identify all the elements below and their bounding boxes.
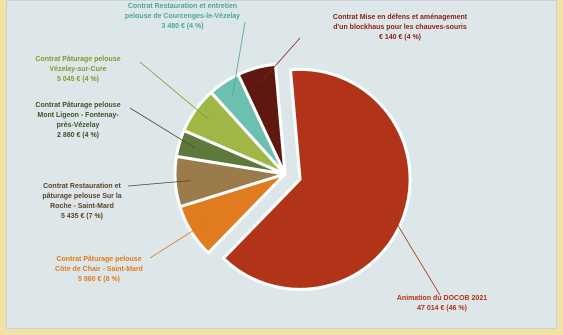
leader-line (129, 107, 195, 148)
leader-line (139, 61, 209, 120)
leader-line (149, 223, 205, 259)
leader-line (232, 21, 246, 96)
slice-label: Animation du DOCOB 2021 47 014 € (46 %) (396, 295, 488, 312)
slice-label: Contrat Restauration et entretien pelous… (124, 3, 241, 30)
leader-line (127, 180, 191, 187)
leader-line (260, 37, 301, 83)
slice-label: Contrat Pâturage pelouse Mont Ligeon - F… (35, 102, 121, 139)
pie-slice (221, 67, 412, 291)
slice-label: Contrat Restauration et pâturage pelouse… (42, 183, 122, 220)
slice-label: Contrat Mise en défens et aménagement d'… (332, 14, 468, 41)
leader-line (388, 210, 441, 296)
slice-label: Contrat Pâturage pelouse Vézelay-sur-Cur… (35, 56, 121, 83)
slice-label: Contrat Pâturage pelouse Côte de Chair -… (55, 256, 143, 283)
pie-slice (236, 62, 287, 176)
